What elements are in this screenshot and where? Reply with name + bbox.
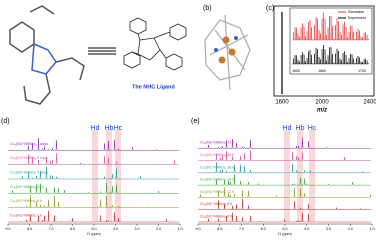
panel-label: (e) (191, 118, 200, 125)
panel-a-structure (9, 5, 85, 105)
x-tick-label: 2400 (363, 100, 376, 106)
ring (123, 51, 141, 69)
ring (165, 53, 183, 71)
x-tick-label: 5.0 (283, 227, 288, 231)
x-tick-label: 1.0 (370, 227, 375, 231)
x-tick-label: 4.0 (304, 227, 309, 231)
panel-label: (b) (203, 5, 212, 12)
nmr-trace (8, 194, 179, 208)
peak-label: Hc (308, 125, 317, 132)
nmr-trace (198, 212, 371, 223)
ring (169, 23, 187, 41)
x-tick-label: 3.0 (135, 227, 140, 231)
simulation-trace (292, 12, 370, 41)
trace-label: Cu₂(NC^NHBn)₂ 24 h (200, 178, 234, 182)
nmr-trace (198, 174, 371, 186)
peak-label: Hb (296, 125, 305, 132)
x-tick-label: 1600 (275, 100, 289, 106)
trace-label: Cu₂(NC^NHBn)₂ 24 h (10, 185, 44, 189)
trace-label: Cu₂(NC^NHBn)₂ 5 days (10, 156, 48, 160)
panel-b-structure (204, 14, 251, 91)
ligand-drawing (123, 17, 187, 71)
x-tick-label: 7.0 (49, 227, 54, 231)
legend-entry: Simulation (348, 10, 364, 14)
inset-tick-label: 1660 (318, 69, 326, 73)
trace-label: Cu₂(NC^NHBn)₂ 12 h (200, 190, 234, 194)
peak-label: Hd (283, 125, 292, 132)
peak-highlight (309, 130, 315, 222)
peak-highlight (297, 130, 303, 222)
panel-label: (d) (1, 118, 10, 125)
x-tick-label: 2.0 (348, 227, 353, 231)
ring (129, 17, 147, 35)
nmr-trace (8, 210, 179, 223)
inset-tick-label: 1650 (292, 69, 300, 73)
nmr-trace (198, 137, 371, 149)
x-tick-label: 7.0 (239, 227, 244, 231)
atom (218, 56, 226, 64)
ring (9, 21, 35, 53)
x-tick-label: 9.0 (196, 227, 201, 231)
bond (204, 19, 251, 81)
inset-spectrum (292, 12, 370, 65)
x-tick-label: 3.0 (326, 227, 331, 231)
atom (234, 36, 238, 40)
x-tick-label: 2.0 (156, 227, 161, 231)
trace-label: Cu₂(NC^NHBn)₂ 7 days (10, 142, 48, 146)
plot-frame (273, 5, 375, 97)
bond (131, 31, 171, 59)
bond (29, 5, 55, 15)
x-tick-label: 2000 (315, 100, 329, 106)
peak-label: Hc (114, 125, 123, 132)
x-tick-label: 8.0 (27, 227, 32, 231)
peak-highlight (115, 130, 121, 222)
atom (222, 36, 230, 44)
nmr-trace (8, 166, 179, 180)
caption: The NHC Ligand (132, 84, 175, 90)
trace-label: Cu₂(NC^NHBn)₂ 72 h (200, 141, 234, 145)
nmr-trace (8, 137, 179, 151)
x-tick-label: 6.0 (70, 227, 75, 231)
peak-highlight (92, 130, 98, 222)
x-axis-label: f1 (ppm) (278, 232, 291, 236)
bond (23, 73, 51, 105)
peak-label: Hd (91, 125, 100, 132)
x-tick-label: 6.0 (261, 227, 266, 231)
trace-label: Cu₂(NC^NHBn)₂ 6 h (10, 199, 42, 203)
nmr-trace (198, 150, 371, 161)
bond (55, 57, 85, 81)
ring (31, 42, 57, 75)
nmr-trace (8, 153, 179, 165)
x-axis-label: f1 (ppm) (87, 232, 100, 236)
trace-label: Cu₂(NC^NHBn)₂ 3 days (10, 171, 48, 175)
x-tick-label: 1.0 (178, 227, 183, 231)
x-tick-label: 8.0 (217, 227, 222, 231)
nmr-trace (198, 198, 371, 210)
nmr-trace (198, 162, 371, 174)
trace-label: Cu₂(NC^NHBn)₂ 36 h (200, 165, 234, 169)
peak-highlight (106, 130, 112, 222)
trace-label: Cu₂(NC^NHBn)₂ 0 h (10, 214, 42, 218)
panel-label: (c) (266, 5, 274, 12)
legend-entry: Experiment (348, 16, 366, 20)
x-tick-label: 4.0 (113, 227, 118, 231)
nmr-trace (8, 182, 179, 194)
peak-label: Hb (105, 125, 114, 132)
x-axis-label: m/z (317, 108, 327, 114)
atom (214, 48, 218, 52)
atom (228, 48, 236, 56)
trace-label: Cu₂(NC^NHBn)₂ 48 h (200, 153, 234, 157)
inset-tick-label: 1700 (358, 69, 366, 73)
experiment-trace (292, 44, 370, 65)
trace-label: Cu₂(NC^NHBn)₂ 6 h (200, 202, 232, 206)
trace-label: Cu₂(NC^NHBn)₂ 0 h (200, 214, 232, 218)
peak-highlight (284, 130, 290, 222)
nmr-trace (198, 187, 372, 198)
x-tick-label: 5.0 (92, 227, 97, 231)
ring (137, 37, 161, 61)
x-tick-label: 9.0 (6, 227, 11, 231)
